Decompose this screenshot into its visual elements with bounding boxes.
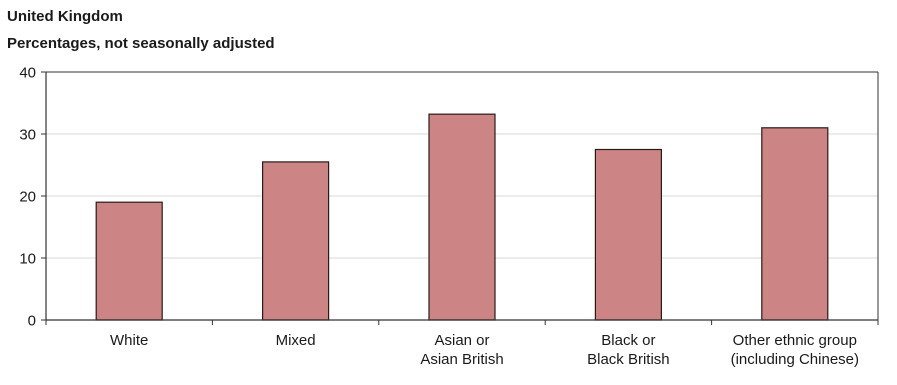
x-tick-label: (including Chinese) bbox=[731, 351, 859, 368]
chart-subtitle: Percentages, not seasonally adjusted bbox=[7, 35, 275, 52]
x-tick-label: White bbox=[110, 332, 148, 349]
y-tick-label: 30 bbox=[19, 127, 36, 144]
y-tick-label: 40 bbox=[19, 65, 36, 82]
bar bbox=[594, 148, 663, 321]
bar bbox=[262, 161, 330, 321]
x-tick-label: Black or bbox=[601, 332, 655, 349]
chart-title: United Kingdom bbox=[7, 8, 123, 25]
bar bbox=[95, 201, 163, 321]
x-tick-label: Asian British bbox=[420, 351, 503, 368]
x-tick-label: Asian or bbox=[434, 332, 489, 349]
x-tick-label: Other ethnic group bbox=[733, 332, 857, 349]
x-tick-label: Black British bbox=[587, 351, 670, 368]
x-tick-label: Mixed bbox=[276, 332, 316, 349]
y-tick-label: 10 bbox=[19, 251, 36, 268]
y-tick-label: 20 bbox=[19, 189, 36, 206]
bar bbox=[761, 127, 829, 321]
y-tick-label: 0 bbox=[28, 313, 36, 330]
bar bbox=[428, 113, 496, 321]
